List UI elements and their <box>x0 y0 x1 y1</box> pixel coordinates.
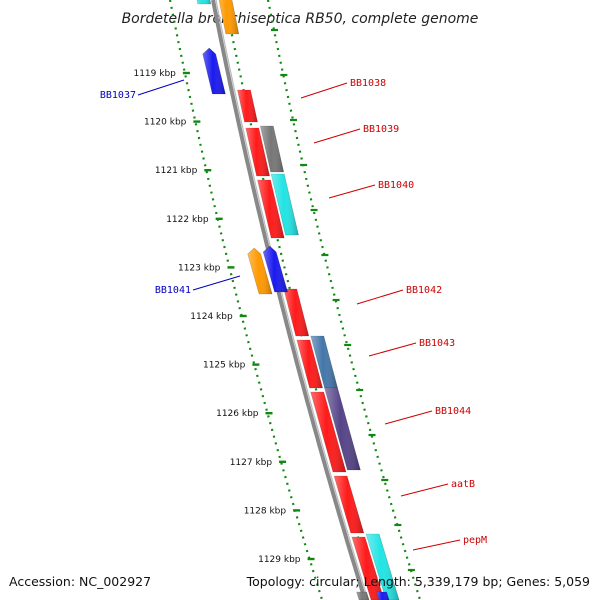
gene-leader-line <box>192 275 241 291</box>
gene-bb1041-orange <box>247 247 273 295</box>
gene-aatb <box>333 475 365 534</box>
gene-label-bb1043: BB1043 <box>419 338 455 349</box>
gene-red-bottom <box>351 536 385 600</box>
gene-bb1038b <box>245 127 270 177</box>
gene-bb1040 <box>270 173 299 236</box>
kbp-tick-label: 1120 kbp <box>144 118 187 128</box>
gene-leader-line <box>313 128 361 144</box>
kbp-tick-label: 1119 kbp <box>133 69 176 79</box>
gene-bb1040-red <box>257 179 285 239</box>
gene-leader-line <box>300 82 348 99</box>
gene-leader-line <box>368 342 417 357</box>
gene-label-bb1040: BB1040 <box>378 180 414 191</box>
gene-bb1037 <box>202 47 226 95</box>
accession-text: Accession: NC_002927 <box>9 574 151 589</box>
kbp-tick-label: 1129 kbp <box>258 555 301 565</box>
gene-bb1044-red <box>310 391 347 473</box>
map-title: Bordetella bronchiseptica RB50, complete… <box>122 11 479 27</box>
gene-label-bb1044: BB1044 <box>435 406 471 417</box>
genome-backbone <box>211 0 369 600</box>
kbp-tick-label: 1126 kbp <box>216 409 259 419</box>
gene-leader-line <box>412 539 461 551</box>
kbp-tick-label: 1124 kbp <box>190 312 233 322</box>
gene-bb1042 <box>283 288 310 337</box>
kbp-tick-label: 1122 kbp <box>166 215 209 225</box>
gene-leader-line <box>400 483 449 497</box>
kbp-tick-label: 1127 kbp <box>230 458 273 468</box>
gene-bb1038 <box>237 89 258 123</box>
dotted-guides <box>168 0 422 600</box>
gene-bb1039 <box>259 125 285 173</box>
gene-blocks <box>196 0 400 600</box>
kbp-tick-label: 1123 kbp <box>178 263 221 273</box>
gene-leader-line <box>356 289 404 305</box>
gene-label-bb1039: BB1039 <box>363 124 399 135</box>
gene-label-bb1038: BB1038 <box>350 78 386 89</box>
gene-label-bb1042: BB1042 <box>406 285 442 296</box>
gene-label-pepm: pepM <box>463 535 487 546</box>
gene-label-bb1041: BB1041 <box>155 285 191 296</box>
gene-bb1043-red <box>296 339 323 389</box>
kbp-tick-label: 1128 kbp <box>244 506 287 516</box>
kbp-ticks: 1119 kbp 1120 kbp 1121 kbp 1122 kbp 1123 kbp… <box>133 69 315 565</box>
kbp-tick-label: 1121 kbp <box>155 166 198 176</box>
backbone-shadow <box>215 0 369 600</box>
genome-summary-text: Topology: circular; Length: 5,339,179 bp… <box>246 574 590 589</box>
gene-label-bb1037: BB1037 <box>100 90 136 101</box>
gene-leader-line <box>328 184 376 199</box>
gene-label-aatb: aatB <box>451 479 475 490</box>
gene-bb1041 <box>262 245 288 293</box>
gene-pepm <box>365 533 400 600</box>
kbp-tick-label: 1125 kbp <box>203 361 246 371</box>
gene-cyan-top <box>196 0 212 5</box>
gene-bb1044 <box>324 387 361 471</box>
gene-orange-top <box>218 0 240 35</box>
gene-blue-bottom <box>376 591 390 600</box>
gene-gray-bottom <box>356 591 370 600</box>
gene-labels: BB1037 BB1041 BB1038 BB1039 BB1040 BB1042 BB10… <box>100 78 487 551</box>
gene-leader-line <box>137 79 185 96</box>
gene-leader-line <box>384 410 433 425</box>
backbone-line <box>211 0 368 600</box>
